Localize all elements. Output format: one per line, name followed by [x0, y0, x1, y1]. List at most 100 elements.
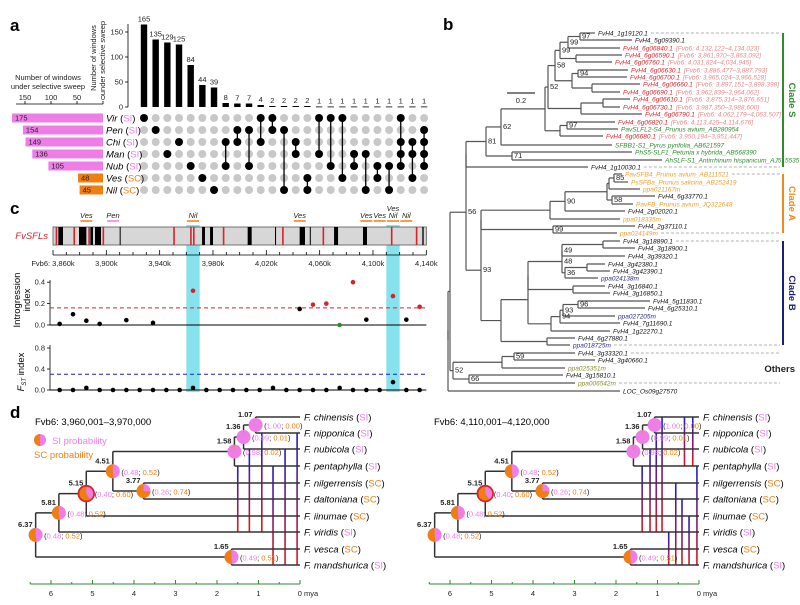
panel-label-d: d: [10, 403, 20, 422]
intersection-count: 2: [270, 96, 274, 105]
taxon-label: F. nilgerrensis (SC): [703, 479, 784, 490]
set-size-value: 175: [15, 114, 28, 123]
sep: ;: [269, 434, 273, 443]
axis-title-line: under selective sweep: [98, 21, 107, 95]
set-dot-empty: [245, 174, 254, 182]
sep: ;: [169, 488, 173, 497]
leaf-name: PavSFB4_Prunus avium_AB111521: [625, 171, 729, 178]
leaf-coordinates: [Fvb6: 3,886,477–3,887,793]: [683, 67, 767, 74]
paren: ): [556, 468, 559, 477]
paren: (: [365, 479, 369, 490]
mating-type: SC: [364, 495, 377, 506]
time-tick-label: 5: [489, 589, 493, 598]
set-dot-empty: [373, 138, 382, 146]
paren: (: [740, 528, 744, 539]
set-dot-empty: [291, 114, 300, 122]
taxon-name: F. pentaphylla: [703, 462, 764, 473]
sep: ;: [281, 422, 285, 431]
leaf-name: FvH4_1g19120.1: [598, 30, 648, 37]
fst-point: [97, 387, 102, 393]
y-tick-label: 0.0: [35, 386, 45, 395]
paren: (: [125, 174, 129, 185]
species-tree: Fvb6: 4,110,001–4,120,000 1.07 (1.00; 0.00…: [417, 410, 785, 598]
set-size-axis-title: Number of windows: [15, 73, 81, 82]
bootstrap-value: 58: [614, 195, 622, 204]
intersection-bar: [327, 106, 334, 108]
intersection-count: 1: [387, 97, 391, 106]
set-dot-filled: [140, 114, 148, 122]
set-size-axis-title: under selective sweep: [11, 82, 85, 91]
fst-point: [150, 387, 156, 393]
bootstrap-value: 52: [455, 366, 463, 375]
leaf-name: FvH4_2g37110.1: [638, 223, 688, 230]
set-dot-empty: [303, 138, 312, 146]
set-dot-empty: [221, 174, 230, 182]
taxon-name: F. daltoniana: [304, 495, 360, 506]
sfl-gene: [222, 227, 225, 245]
gene: [274, 227, 277, 245]
paren: ): [752, 528, 755, 539]
set-dot-empty: [163, 126, 172, 134]
intersection-bar: [409, 106, 416, 108]
si-probability: 0.48: [446, 531, 461, 540]
mating-type: SC: [763, 495, 776, 506]
sc-probability: 0.51: [660, 554, 675, 563]
mating-type: SI: [355, 445, 364, 456]
set-size-value: 149: [29, 138, 42, 147]
paren: (: [120, 114, 124, 125]
intersection-count: 39: [210, 78, 218, 87]
set-size-tick-label: 150: [19, 93, 32, 102]
taxon-label: F. nipponica (SI): [304, 429, 373, 440]
tree-leaf-label: FvH4_6g06820.1 [Fvb6: 4,113,425–4,114,676…: [618, 119, 753, 126]
time-tick-label: 1: [655, 589, 659, 598]
taxon-label: F. chinensis (SI): [703, 413, 770, 424]
tree-leaf-label: FvH4_6g06590.1 [Fvb6: 3,861,970–3,863,092…: [625, 52, 761, 59]
bootstrap-value: 94: [562, 312, 570, 321]
gene: [78, 227, 87, 245]
leaf-coordinates: [Fvb6: 3,897,151–3,898,398]: [695, 81, 779, 88]
paren: ): [782, 561, 785, 572]
intersection-count: 2: [294, 96, 298, 105]
set-dot-empty: [198, 126, 207, 134]
paren: ): [383, 561, 386, 572]
node-pie-sc: [34, 434, 40, 446]
paren: (: [352, 445, 356, 456]
introgression-line: [248, 449, 251, 532]
taxon-name: F. daltoniana: [703, 495, 759, 506]
intersection-count: 1: [329, 97, 333, 106]
fst-point: [57, 387, 62, 393]
paren: ): [768, 429, 771, 440]
intersection-bar: [222, 103, 229, 107]
bootstrap-value: 96: [580, 300, 588, 309]
leaf-name: FvH4_6g06680.1: [606, 133, 656, 140]
intersection-count: 7: [235, 94, 239, 103]
set-dot-empty: [221, 186, 230, 194]
sfl-gene: [173, 227, 175, 245]
set-dot-empty: [396, 186, 405, 194]
set-dot-empty: [140, 186, 148, 194]
set-dot-empty: [221, 126, 230, 134]
set-dot-empty: [280, 114, 289, 122]
node-age-label: 5.15: [468, 479, 483, 488]
node-pie-sc: [427, 527, 436, 542]
node-probability-label: (0.98; 0.02): [243, 448, 282, 457]
introgression-line: [683, 417, 686, 466]
set-dot-empty: [151, 150, 160, 158]
taxon-label: F. viridis (SI): [703, 528, 755, 539]
taxon-label: F. nilgerrensis (SC): [304, 479, 385, 490]
set-dot-filled: [175, 138, 184, 146]
clade-label: Others: [764, 364, 795, 375]
tree-leaf-label: FvH4_3g18890.1: [623, 238, 673, 245]
bar-y-tick-label: 150: [110, 28, 123, 37]
y-tick-label: 0.4: [35, 278, 45, 287]
bootstrap-value: 94: [580, 69, 588, 78]
taxon-label: F. chinensis (SI): [304, 413, 371, 424]
fst-point: [377, 387, 382, 393]
leaf-name: FvH4_6g06790.1: [645, 111, 695, 118]
axis-title-line: index: [22, 288, 33, 311]
intersection-bar: [164, 42, 171, 107]
paren: (: [121, 468, 124, 477]
sep: ;: [84, 509, 88, 518]
taxon-label: F. nubicola (SI): [304, 445, 367, 456]
tree-leaf-label: FvH4_3g42380.1: [608, 261, 658, 268]
